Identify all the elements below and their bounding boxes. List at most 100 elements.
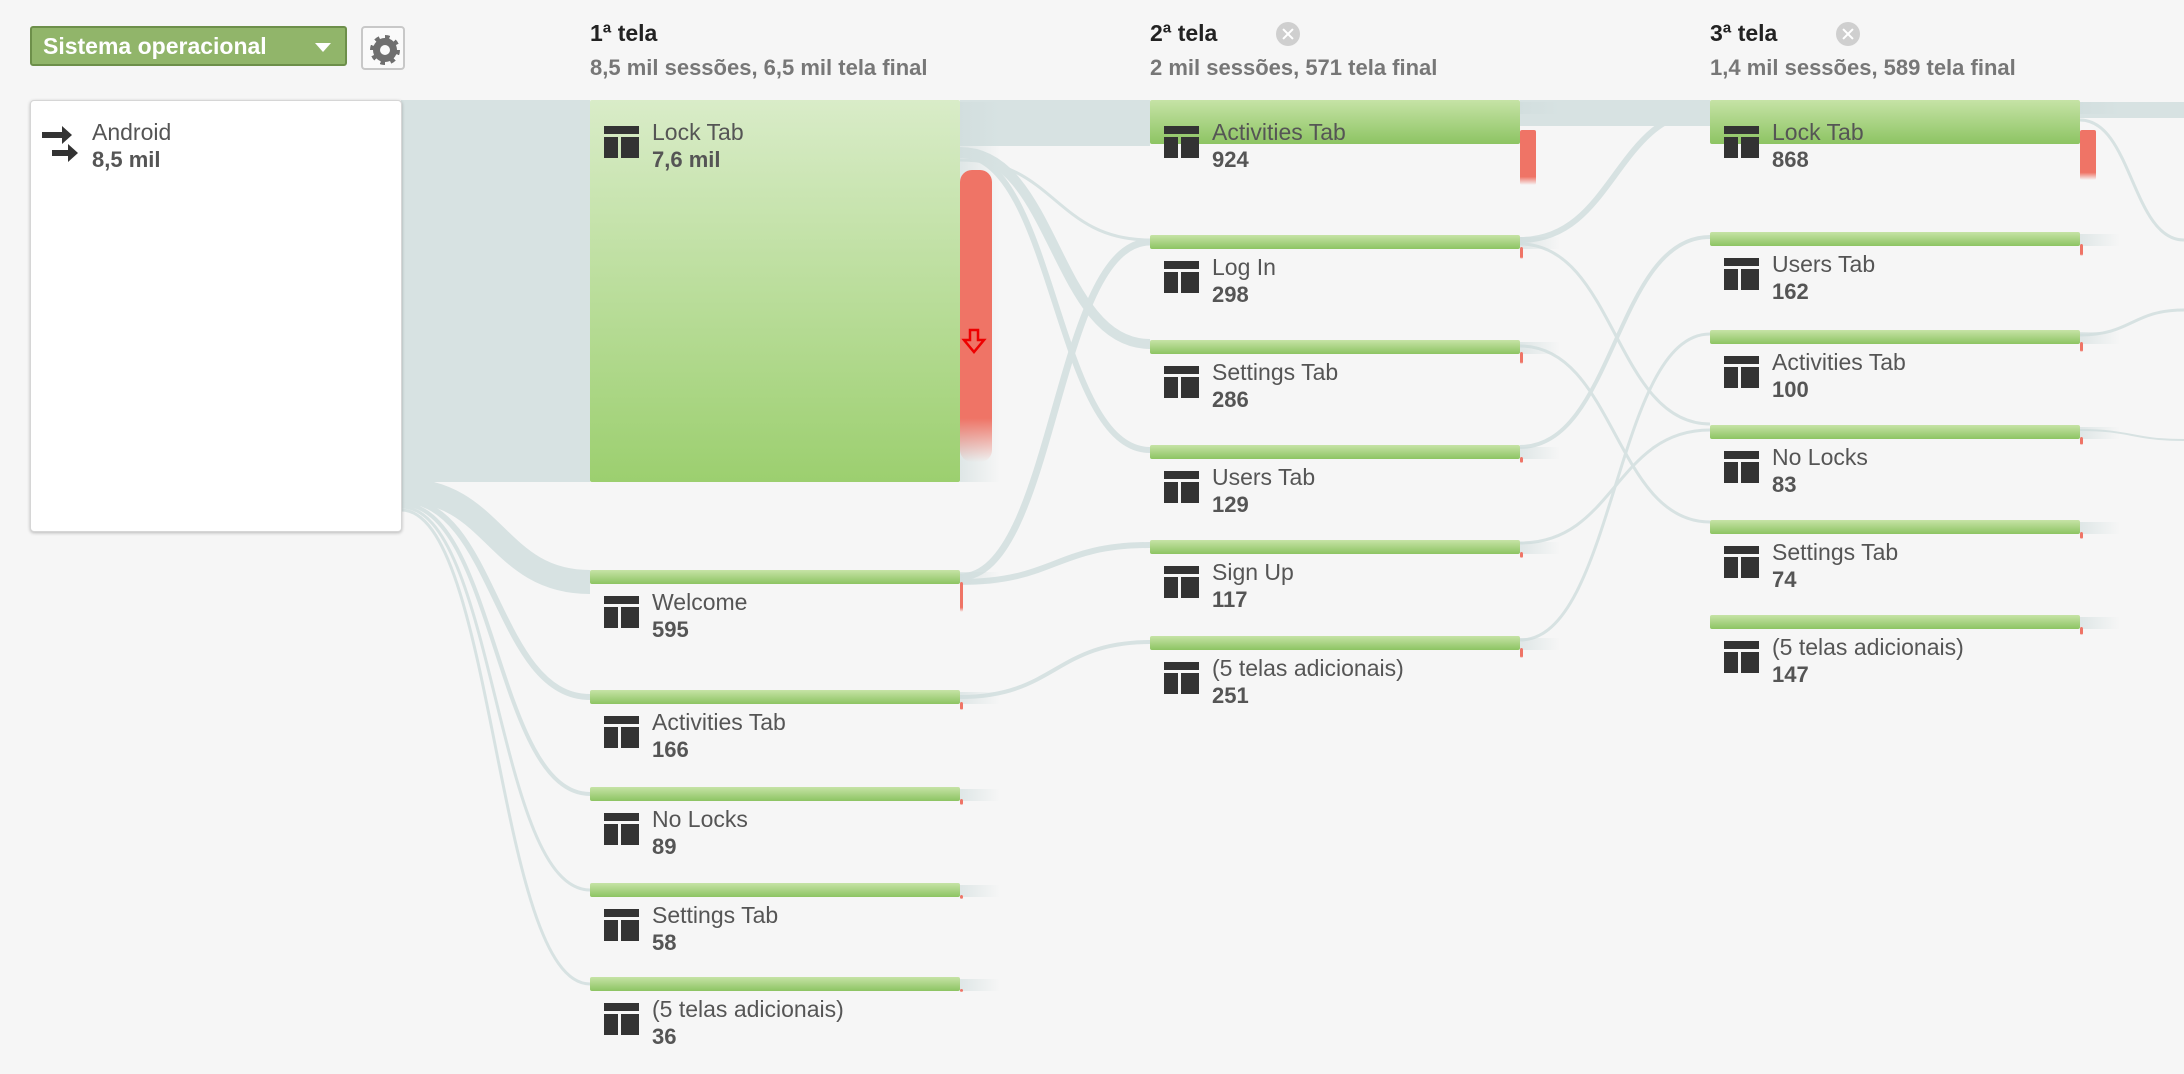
- node-bar: [590, 787, 960, 801]
- page-layout-icon: [604, 909, 639, 941]
- page-layout-icon: [604, 813, 639, 845]
- dropoff-bar: [2080, 627, 2083, 635]
- node-shadow: [960, 789, 1000, 801]
- node-shadow: [2080, 234, 2120, 246]
- flow-link: [401, 100, 590, 482]
- node-value: 129: [1212, 492, 1249, 517]
- column-title: 3ª tela: [1710, 20, 1778, 46]
- node-value: 36: [652, 1024, 677, 1049]
- page-layout-icon: [1724, 356, 1759, 388]
- node-bar: [590, 100, 960, 482]
- column-header-1: 1ª tela 8,5 mil sessões, 6,5 mil tela fi…: [590, 20, 928, 81]
- node-bar: [590, 690, 960, 704]
- node-bar: [1710, 232, 2080, 246]
- dropoff-bar: [1520, 457, 1523, 463]
- node-value: 100: [1772, 377, 1809, 402]
- flow-link: [400, 478, 591, 594]
- flow-link: [400, 505, 591, 892]
- page-layout-icon: [1724, 451, 1759, 483]
- node-label: No Locks: [652, 806, 748, 832]
- node-label: (5 telas adicionais): [1212, 655, 1404, 681]
- page-layout-icon: [604, 126, 639, 158]
- node-label: Lock Tab: [652, 119, 744, 145]
- dropoff-bar: [960, 989, 963, 992]
- page-layout-icon: [1164, 366, 1199, 398]
- node-shadow: [1520, 342, 1560, 354]
- node-value: 162: [1772, 279, 1809, 304]
- dropoff-bar: [960, 799, 963, 805]
- node-value: 147: [1772, 662, 1809, 687]
- flow-node[interactable]: [1710, 425, 2080, 505]
- dropoff-bar: [2080, 437, 2083, 445]
- flow-node[interactable]: [1150, 235, 1520, 315]
- page-layout-icon: [1164, 662, 1199, 694]
- node-label: No Locks: [1772, 444, 1868, 470]
- node-shadow: [1520, 542, 1560, 554]
- node-value: 117: [1212, 587, 1248, 612]
- node-label: (5 telas adicionais): [1772, 634, 1964, 660]
- flow-node[interactable]: [1710, 100, 2080, 180]
- node-label: Settings Tab: [652, 902, 779, 928]
- node-value: 286: [1212, 387, 1249, 412]
- node-value: 83: [1772, 472, 1797, 497]
- column-title: 2ª tela: [1150, 20, 1218, 46]
- node-shadow: [2080, 102, 2120, 114]
- page-layout-icon: [1164, 471, 1199, 503]
- column-subtitle: 2 mil sessões, 571 tela final: [1150, 55, 1438, 80]
- dropoff-bar: [960, 170, 992, 462]
- node-shadow: [960, 572, 1000, 584]
- dropoff-bar: [1520, 247, 1523, 259]
- dropoff-bar: [2080, 244, 2083, 256]
- flow-node[interactable]: [1150, 540, 1520, 620]
- node-bar: [1150, 445, 1520, 459]
- flow-link: [400, 508, 591, 986]
- flow-node[interactable]: [590, 100, 960, 482]
- node-label: Lock Tab: [1772, 119, 1864, 145]
- settings-button[interactable]: [361, 26, 405, 70]
- flow-link: [959, 640, 1151, 699]
- flow-link: [400, 502, 591, 796]
- node-value: 251: [1212, 683, 1249, 708]
- page-layout-icon: [1724, 126, 1759, 158]
- flow-node[interactable]: [590, 787, 960, 867]
- page-layout-icon: [1164, 566, 1199, 598]
- flow-node[interactable]: [1150, 445, 1520, 525]
- dropoff-bar: [1520, 552, 1523, 558]
- source-node-android[interactable]: [30, 100, 402, 532]
- node-shadow: [960, 979, 1000, 991]
- node-bar: [1150, 100, 1520, 144]
- flow-link: [1519, 235, 1711, 449]
- remove-column-3-close-icon[interactable]: [1836, 22, 1860, 46]
- node-label: Sign Up: [1212, 559, 1294, 585]
- node-value: 166: [652, 737, 689, 762]
- flow-link: [1519, 242, 1711, 426]
- node-value: 74: [1772, 567, 1797, 592]
- dropoff-bar: [2080, 342, 2083, 352]
- flow-node[interactable]: [590, 570, 960, 650]
- node-label: Log In: [1212, 254, 1276, 280]
- chevron-down-icon: [315, 43, 331, 52]
- node-shadow: [2080, 522, 2120, 534]
- flow-link: [1519, 107, 1711, 243]
- column-title: 1ª tela: [590, 20, 658, 46]
- node-shadow: [1520, 102, 1560, 114]
- node-bar: [1710, 330, 2080, 344]
- page-layout-icon: [604, 596, 639, 628]
- page-layout-icon: [604, 1003, 639, 1035]
- node-label: Activities Tab: [1772, 349, 1906, 375]
- node-value: 298: [1212, 282, 1249, 307]
- remove-column-2-close-icon[interactable]: [1276, 22, 1300, 46]
- flow-node[interactable]: [1710, 232, 2080, 312]
- node-bar: [1710, 520, 2080, 534]
- node-bar: [1710, 425, 2080, 439]
- flow-link: [2079, 308, 2184, 337]
- dropoff-bar: [2080, 532, 2083, 539]
- node-label: Users Tab: [1772, 251, 1876, 277]
- node-shadow: [960, 692, 1000, 704]
- node-bar: [1710, 615, 2080, 629]
- node-label: Users Tab: [1212, 464, 1316, 490]
- node-bar: [590, 977, 960, 991]
- dimension-selector[interactable]: Sistema operacional: [30, 26, 347, 66]
- column-header-3: 3ª tela 1,4 mil sessões, 589 tela final: [1710, 20, 2016, 81]
- node-bar: [1150, 340, 1520, 354]
